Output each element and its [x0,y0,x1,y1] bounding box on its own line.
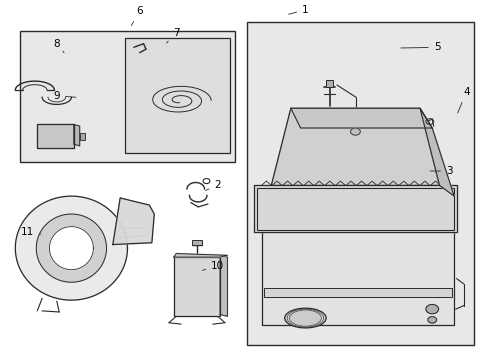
Bar [80,132,84,140]
Polygon shape [254,185,456,232]
Bar [125,39,229,153]
Polygon shape [74,125,80,146]
Polygon shape [173,253,227,257]
Polygon shape [173,257,220,316]
Polygon shape [271,108,439,185]
Polygon shape [36,214,106,282]
Polygon shape [37,125,74,148]
Polygon shape [220,255,227,316]
Text: 2: 2 [205,180,221,190]
Polygon shape [419,108,453,196]
Ellipse shape [284,308,325,328]
Text: 10: 10 [202,261,224,271]
Text: 5: 5 [400,42,440,52]
Text: 4: 4 [457,87,468,113]
Circle shape [350,128,360,135]
Text: 7: 7 [166,28,179,43]
Circle shape [427,317,436,323]
Bar [192,240,202,244]
Text: 11: 11 [21,227,41,237]
Text: 8: 8 [53,39,64,53]
Bar [257,188,453,230]
Bar [246,22,473,345]
Bar [325,80,333,87]
Circle shape [425,305,438,314]
Polygon shape [15,196,127,300]
Text: 3: 3 [429,166,452,176]
Polygon shape [261,228,453,325]
Text: 9: 9 [53,91,76,101]
Text: 1: 1 [288,5,308,15]
Polygon shape [49,227,93,270]
Polygon shape [113,198,154,244]
Polygon shape [290,108,431,128]
Bar [20,31,234,162]
Bar [264,288,451,297]
Text: 6: 6 [131,6,142,26]
